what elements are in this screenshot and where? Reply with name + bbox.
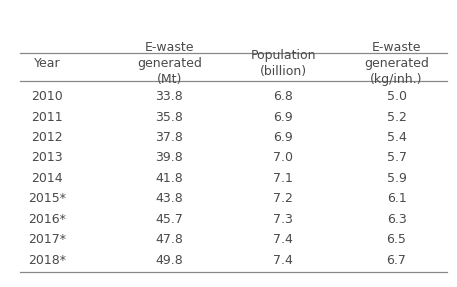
Text: 5.9: 5.9 bbox=[387, 172, 406, 185]
Text: 6.5: 6.5 bbox=[387, 233, 406, 246]
Text: 41.8: 41.8 bbox=[155, 172, 183, 185]
Text: 2013: 2013 bbox=[31, 152, 63, 164]
Text: 2011: 2011 bbox=[31, 110, 63, 124]
Text: 45.7: 45.7 bbox=[155, 213, 183, 226]
Text: 7.4: 7.4 bbox=[273, 233, 293, 246]
Text: 2016*: 2016* bbox=[28, 213, 66, 226]
Text: 43.8: 43.8 bbox=[155, 192, 183, 205]
Text: 7.0: 7.0 bbox=[273, 152, 293, 164]
Text: 5.7: 5.7 bbox=[387, 152, 407, 164]
Text: 5.4: 5.4 bbox=[387, 131, 406, 144]
Text: 6.1: 6.1 bbox=[387, 192, 406, 205]
Text: 6.9: 6.9 bbox=[273, 110, 293, 124]
Text: 2012: 2012 bbox=[31, 131, 63, 144]
Text: 6.3: 6.3 bbox=[387, 213, 406, 226]
Text: E-waste
generated
(Mt): E-waste generated (Mt) bbox=[137, 41, 202, 86]
Text: 49.8: 49.8 bbox=[155, 254, 183, 267]
Text: 6.9: 6.9 bbox=[273, 131, 293, 144]
Text: 6.8: 6.8 bbox=[273, 90, 293, 103]
Text: 37.8: 37.8 bbox=[155, 131, 183, 144]
Text: 2010: 2010 bbox=[31, 90, 63, 103]
Text: 7.3: 7.3 bbox=[273, 213, 293, 226]
Text: 5.0: 5.0 bbox=[387, 90, 407, 103]
Text: Year: Year bbox=[33, 57, 60, 70]
Text: 7.4: 7.4 bbox=[273, 254, 293, 267]
Text: 2014: 2014 bbox=[31, 172, 63, 185]
Text: Population
(billion): Population (billion) bbox=[250, 49, 316, 78]
Text: E-waste
generated
(kg/inh.): E-waste generated (kg/inh.) bbox=[364, 41, 429, 86]
Text: 33.8: 33.8 bbox=[155, 90, 183, 103]
Text: 6.7: 6.7 bbox=[387, 254, 406, 267]
Text: 7.1: 7.1 bbox=[273, 172, 293, 185]
Text: 7.2: 7.2 bbox=[273, 192, 293, 205]
Text: 2015*: 2015* bbox=[28, 192, 66, 205]
Text: 2017*: 2017* bbox=[28, 233, 66, 246]
Text: 35.8: 35.8 bbox=[155, 110, 183, 124]
Text: 2018*: 2018* bbox=[28, 254, 66, 267]
Text: 39.8: 39.8 bbox=[155, 152, 183, 164]
Text: 5.2: 5.2 bbox=[387, 110, 406, 124]
Text: 47.8: 47.8 bbox=[155, 233, 183, 246]
